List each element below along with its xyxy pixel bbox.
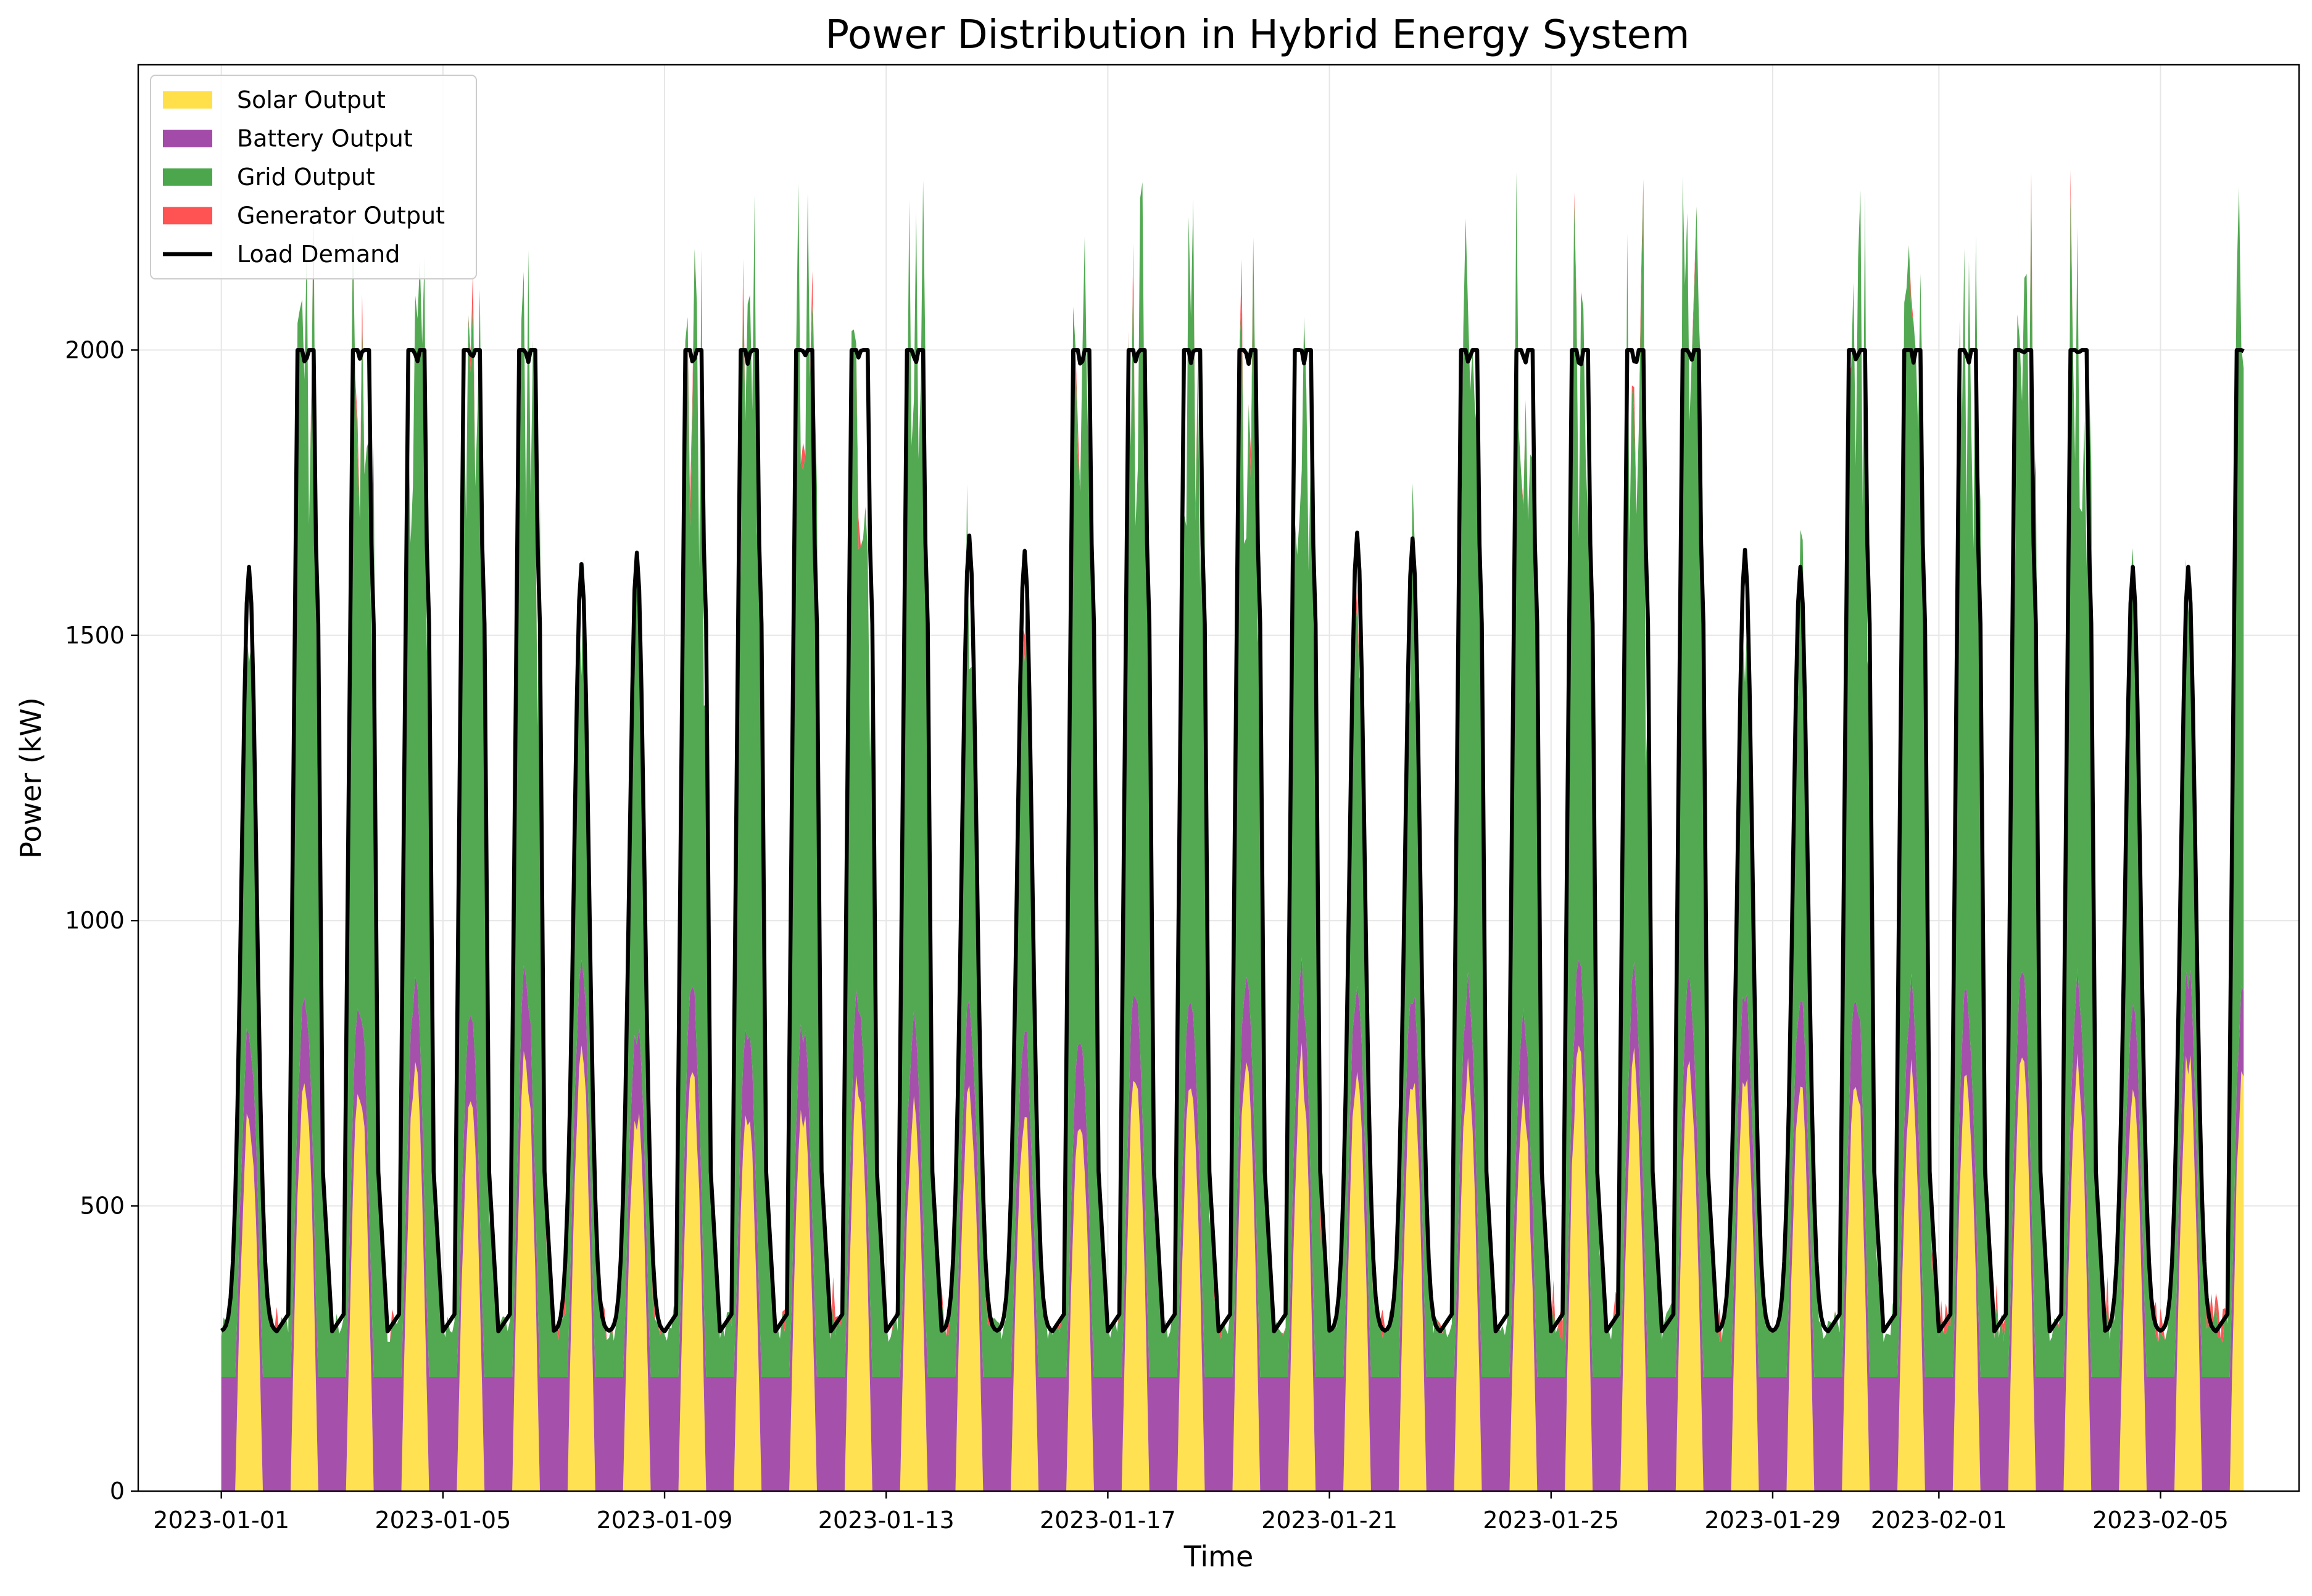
x-tick-label: 2023-01-29 [1705, 1507, 1841, 1534]
area-series [221, 170, 2244, 1491]
legend-box [150, 75, 477, 279]
legend-label-load-demand: Load Demand [237, 241, 400, 268]
chart-title: Power Distribution in Hybrid Energy Syst… [826, 12, 1690, 58]
x-tick-label: 2023-01-09 [597, 1507, 733, 1534]
x-tick-label: 2023-01-05 [375, 1507, 511, 1534]
legend-swatch-generator-output [163, 207, 212, 225]
x-tick-label: 2023-02-05 [2092, 1507, 2229, 1534]
legend-label-battery-output: Battery Output [237, 125, 413, 152]
legend-swatch-solar-output [163, 91, 212, 109]
legend-label-grid-output: Grid Output [237, 163, 375, 191]
legend-label-generator-output: Generator Output [237, 202, 445, 229]
grid-lines [138, 65, 2299, 1492]
plot-frame [137, 64, 2300, 1492]
legend-swatch-battery-output [163, 130, 212, 147]
x-tick-label: 2023-01-01 [153, 1507, 289, 1534]
line-load-demand [220, 348, 2245, 1334]
area-solar-output [221, 1043, 2244, 1491]
y-tick-label: 0 [110, 1478, 125, 1505]
y-tick-label: 2000 [65, 336, 125, 363]
x-tick-label: 2023-01-13 [818, 1507, 955, 1534]
x-tick-label: 2023-02-01 [1871, 1507, 2007, 1534]
legend: Solar Output Battery Output Grid Output Gen… [150, 75, 477, 279]
x-tick-label: 2023-01-25 [1483, 1507, 1619, 1534]
y-axis-label: Power (kW) [14, 697, 48, 859]
axes: 0 500 1000 1500 2000 2023-01-01 2023-01-05 2023… [65, 336, 2229, 1534]
area-battery-output [221, 957, 2244, 1491]
legend-label-solar-output: Solar Output [237, 86, 386, 114]
line-series [220, 348, 2245, 1334]
x-axis-label: Time [1183, 1540, 1254, 1573]
y-tick-label: 500 [80, 1193, 125, 1220]
legend-swatch-grid-output [163, 168, 212, 186]
x-tick-label: 2023-01-17 [1040, 1507, 1176, 1534]
x-tick-label: 2023-01-21 [1261, 1507, 1398, 1534]
area-grid-output [221, 172, 2244, 1378]
y-tick-label: 1000 [65, 907, 125, 934]
y-tick-label: 1500 [65, 622, 125, 649]
